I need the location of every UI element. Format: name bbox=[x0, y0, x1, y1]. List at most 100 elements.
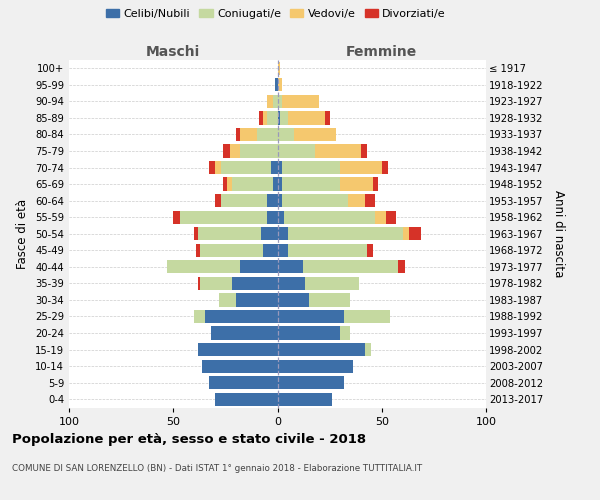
Bar bbox=[361, 144, 367, 158]
Bar bbox=[373, 178, 377, 190]
Bar bbox=[349, 194, 365, 207]
Bar bbox=[211, 326, 277, 340]
Bar bbox=[232, 178, 274, 190]
Bar bbox=[223, 178, 227, 190]
Bar bbox=[277, 128, 294, 141]
Legend: Celibi/Nubili, Coniugati/e, Vedovi/e, Divorziati/e: Celibi/Nubili, Coniugati/e, Vedovi/e, Di… bbox=[101, 4, 451, 24]
Bar bbox=[236, 128, 240, 141]
Bar bbox=[281, 178, 340, 190]
Bar bbox=[221, 194, 267, 207]
Bar bbox=[240, 144, 277, 158]
Bar bbox=[277, 360, 353, 373]
Text: Maschi: Maschi bbox=[146, 45, 200, 59]
Bar bbox=[277, 210, 284, 224]
Bar bbox=[215, 161, 221, 174]
Bar bbox=[200, 277, 232, 290]
Bar bbox=[230, 144, 240, 158]
Bar bbox=[305, 277, 359, 290]
Bar bbox=[340, 178, 373, 190]
Bar bbox=[277, 343, 365, 356]
Bar bbox=[277, 392, 332, 406]
Bar bbox=[277, 95, 281, 108]
Bar bbox=[267, 112, 277, 124]
Bar bbox=[277, 161, 281, 174]
Bar bbox=[294, 128, 336, 141]
Bar bbox=[267, 95, 274, 108]
Bar bbox=[277, 144, 315, 158]
Bar bbox=[205, 310, 277, 323]
Bar bbox=[259, 112, 263, 124]
Bar bbox=[240, 260, 277, 274]
Bar bbox=[277, 227, 288, 240]
Bar bbox=[325, 112, 329, 124]
Bar bbox=[215, 392, 277, 406]
Bar bbox=[288, 227, 403, 240]
Bar bbox=[409, 227, 421, 240]
Bar bbox=[198, 277, 200, 290]
Bar bbox=[267, 210, 277, 224]
Bar bbox=[365, 343, 371, 356]
Bar bbox=[179, 210, 267, 224]
Bar bbox=[398, 260, 404, 274]
Bar bbox=[240, 128, 257, 141]
Bar bbox=[223, 144, 230, 158]
Bar bbox=[263, 244, 277, 257]
Y-axis label: Fasce di età: Fasce di età bbox=[16, 198, 29, 269]
Bar bbox=[344, 310, 390, 323]
Bar bbox=[227, 178, 232, 190]
Bar bbox=[277, 310, 344, 323]
Bar bbox=[277, 326, 340, 340]
Bar bbox=[281, 194, 349, 207]
Bar bbox=[194, 227, 198, 240]
Bar bbox=[277, 260, 302, 274]
Bar bbox=[232, 277, 277, 290]
Bar bbox=[277, 112, 280, 124]
Bar bbox=[275, 78, 277, 92]
Bar bbox=[340, 326, 350, 340]
Bar bbox=[202, 360, 277, 373]
Bar bbox=[367, 244, 373, 257]
Bar bbox=[274, 95, 277, 108]
Bar bbox=[196, 244, 200, 257]
Bar bbox=[277, 277, 305, 290]
Bar bbox=[209, 161, 215, 174]
Bar bbox=[277, 376, 344, 390]
Bar bbox=[219, 294, 236, 306]
Bar bbox=[257, 128, 277, 141]
Bar bbox=[340, 161, 382, 174]
Bar bbox=[198, 343, 277, 356]
Bar bbox=[215, 194, 221, 207]
Bar bbox=[277, 178, 281, 190]
Bar bbox=[274, 178, 277, 190]
Bar bbox=[198, 227, 261, 240]
Bar bbox=[382, 161, 388, 174]
Bar bbox=[403, 227, 409, 240]
Bar bbox=[281, 161, 340, 174]
Bar bbox=[309, 294, 350, 306]
Bar bbox=[277, 294, 309, 306]
Bar bbox=[284, 210, 376, 224]
Bar bbox=[277, 78, 281, 92]
Bar bbox=[221, 161, 271, 174]
Bar bbox=[386, 210, 397, 224]
Bar bbox=[200, 244, 263, 257]
Bar bbox=[167, 260, 240, 274]
Y-axis label: Anni di nascita: Anni di nascita bbox=[551, 190, 565, 278]
Bar bbox=[277, 244, 288, 257]
Bar bbox=[277, 194, 281, 207]
Bar bbox=[302, 260, 398, 274]
Bar bbox=[236, 294, 277, 306]
Bar bbox=[365, 194, 376, 207]
Bar bbox=[277, 62, 280, 75]
Bar bbox=[288, 112, 325, 124]
Bar bbox=[261, 227, 277, 240]
Text: COMUNE DI SAN LORENZELLO (BN) - Dati ISTAT 1° gennaio 2018 - Elaborazione TUTTIT: COMUNE DI SAN LORENZELLO (BN) - Dati IST… bbox=[12, 464, 422, 473]
Bar bbox=[376, 210, 386, 224]
Bar bbox=[267, 194, 277, 207]
Bar bbox=[194, 310, 205, 323]
Text: Femmine: Femmine bbox=[346, 45, 418, 59]
Text: Popolazione per età, sesso e stato civile - 2018: Popolazione per età, sesso e stato civil… bbox=[12, 432, 366, 446]
Bar bbox=[315, 144, 361, 158]
Bar bbox=[271, 161, 277, 174]
Bar bbox=[173, 210, 179, 224]
